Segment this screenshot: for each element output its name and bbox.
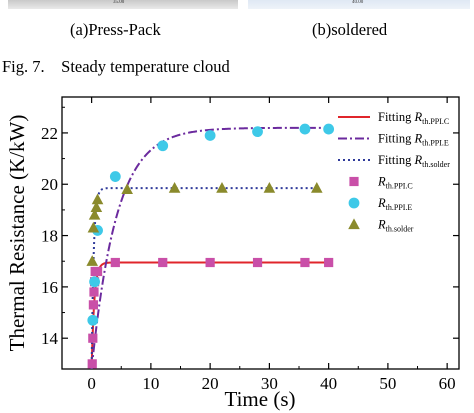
figure-label: Fig. 7. bbox=[2, 57, 45, 76]
x-tick-label: 30 bbox=[261, 374, 278, 393]
data-point-square bbox=[300, 257, 310, 268]
legend-entry: Rth.PPI.C bbox=[377, 175, 413, 191]
x-tick-label: 10 bbox=[142, 374, 159, 393]
data-point-square bbox=[158, 257, 168, 268]
fit-line-0 bbox=[90, 261, 329, 370]
legend-entry: Fitting Rth.PPI.C bbox=[378, 110, 449, 126]
y-tick-label: 22 bbox=[41, 124, 58, 143]
x-axis-title: Time (s) bbox=[225, 387, 296, 411]
data-point-square bbox=[252, 257, 263, 268]
plot-frame bbox=[61, 96, 460, 370]
fit-lines bbox=[90, 126, 329, 370]
x-tick-label: 60 bbox=[439, 374, 456, 393]
strip-b-value: 40.00 bbox=[352, 0, 364, 5]
fit-line-2 bbox=[90, 187, 317, 370]
legend-entry: Fitting Rth.solder bbox=[378, 153, 450, 169]
data-point-square bbox=[88, 333, 98, 343]
data-markers bbox=[86, 123, 335, 369]
figure-caption: Fig. 7. Steady temperature cloud bbox=[2, 57, 230, 77]
subcaption-soldered: (b)soldered bbox=[312, 20, 388, 39]
legend-entry: Rth.solder bbox=[377, 218, 414, 234]
data-point-triangle bbox=[310, 181, 323, 193]
data-point-square bbox=[88, 300, 99, 310]
data-point-square bbox=[92, 266, 103, 277]
temperature-cloud-strip-a bbox=[8, 0, 238, 9]
y-tick-label: 18 bbox=[41, 227, 58, 246]
data-point-triangle bbox=[168, 181, 181, 193]
legend-entry: Rth.PPI.E bbox=[377, 196, 412, 212]
x-tick-label: 0 bbox=[87, 374, 96, 393]
x-tick-label: 50 bbox=[379, 374, 396, 393]
data-point-triangle bbox=[91, 193, 104, 205]
data-point-triangle bbox=[86, 255, 99, 266]
y-tick-label: 14 bbox=[41, 329, 59, 348]
legend-marker-swatch bbox=[349, 176, 359, 187]
data-point-triangle bbox=[263, 181, 276, 193]
y-tick-label: 20 bbox=[41, 175, 58, 194]
data-point-circle bbox=[323, 123, 335, 135]
data-point-square bbox=[87, 359, 97, 369]
legend-entry: Fitting Rth.PPI.E bbox=[378, 132, 449, 148]
data-point-square bbox=[324, 257, 334, 268]
x-tick-label: 20 bbox=[202, 374, 219, 393]
axis-ticks: 0 10 20 30 40 50 60 14 16 18 20 22 bbox=[41, 97, 459, 393]
data-point-triangle bbox=[121, 183, 133, 194]
data-point-circle bbox=[204, 130, 216, 141]
data-point-circle bbox=[109, 171, 121, 182]
data-point-triangle bbox=[87, 221, 100, 233]
data-point-square bbox=[110, 257, 120, 268]
data-point-circle bbox=[299, 123, 311, 135]
figure-caption-text: Steady temperature cloud bbox=[61, 57, 230, 76]
legend: Fitting Rth.PPI.C Fitting Rth.PPI.E Fittin… bbox=[338, 110, 450, 234]
legend-marker-swatch bbox=[348, 218, 360, 230]
data-point-circle bbox=[252, 126, 263, 138]
data-point-square bbox=[205, 257, 215, 268]
data-point-triangle bbox=[88, 208, 101, 220]
fit-line-1 bbox=[90, 126, 329, 370]
legend-marker-swatch bbox=[348, 197, 360, 209]
x-tick-label: 40 bbox=[320, 374, 337, 393]
y-tick-label: 16 bbox=[41, 278, 58, 297]
y-axis-title: Thermal Resistance (K/kW) bbox=[5, 115, 29, 352]
data-point-triangle bbox=[90, 201, 103, 212]
data-point-circle bbox=[87, 314, 99, 326]
data-point-square bbox=[89, 287, 99, 297]
data-point-triangle bbox=[216, 181, 228, 193]
temperature-cloud-strip-b bbox=[248, 0, 470, 9]
strip-a-value: 35.00 bbox=[113, 0, 125, 5]
data-point-circle bbox=[89, 276, 100, 288]
subcaption-press-pack: (a)Press-Pack bbox=[70, 20, 161, 39]
data-point-circle bbox=[157, 140, 169, 152]
